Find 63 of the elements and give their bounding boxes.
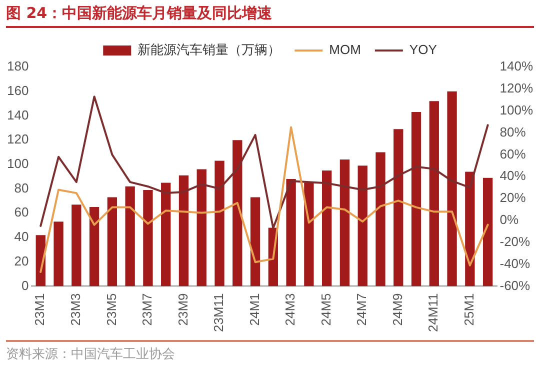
y2-tick-label: 40%: [500, 168, 526, 184]
bar: [304, 182, 314, 286]
x-tick-label: 24M11: [426, 293, 441, 332]
y-tick-label: 60: [14, 204, 29, 220]
y2-tick-label: -20%: [500, 234, 531, 249]
bar: [125, 186, 135, 286]
bar: [447, 91, 457, 286]
y2-tick-label: -40%: [500, 256, 531, 271]
y2-tick-label: -60%: [500, 278, 531, 293]
x-tick-label: 23M5: [104, 293, 119, 326]
y-tick-label: 160: [6, 82, 29, 98]
bar: [178, 175, 189, 286]
x-tick-label: 23M11: [211, 293, 226, 332]
y-tick-label: 0: [21, 278, 29, 293]
y2-tick-label: 0%: [500, 212, 519, 228]
x-tick-label: 23M9: [175, 293, 190, 326]
y2-tick-label: 120%: [500, 80, 534, 96]
y-tick-label: 140: [6, 107, 29, 122]
bar: [376, 152, 386, 286]
bar: [161, 182, 171, 286]
x-tick-label: 24M9: [390, 293, 405, 326]
y-tick-label: 100: [6, 156, 29, 172]
bar: [465, 172, 475, 286]
bar: [411, 112, 422, 286]
y2-tick-label: 60%: [500, 146, 526, 162]
x-tick-label: 25M1: [462, 293, 476, 326]
y2-tick-label: 80%: [500, 124, 526, 140]
y-tick-label: 80: [14, 180, 29, 196]
bar: [358, 166, 368, 286]
y-tick-label: 120: [6, 132, 29, 147]
bar: [482, 178, 493, 286]
bar: [72, 204, 82, 286]
x-tick-label: 23M3: [68, 293, 83, 326]
y2-tick-label: 20%: [500, 190, 526, 206]
x-tick-label: 24M3: [282, 293, 298, 326]
bar: [250, 197, 260, 286]
y-tick-label: 40: [14, 229, 29, 244]
legend-label: MOM: [329, 42, 361, 58]
text: 资料来源：中国汽车工业协会: [6, 340, 534, 363]
bar: [143, 190, 153, 286]
y-tick-label: 180: [6, 58, 29, 74]
x-tick-label: 23M1: [32, 293, 48, 326]
x-tick-label: 24M1: [246, 293, 262, 326]
y2-tick-label: 100%: [500, 102, 534, 118]
bar: [322, 170, 332, 286]
legend-label: YOY: [409, 42, 438, 58]
bar: [89, 207, 100, 286]
bar: [429, 101, 439, 286]
bar: [232, 140, 242, 286]
y-tick-label: 20: [14, 253, 29, 268]
bar: [107, 197, 118, 286]
bar: [394, 129, 404, 286]
chart-title: 图 24：中国新能源车月销量及同比增速: [6, 4, 534, 28]
x-tick-label: 24M7: [354, 293, 370, 326]
legend-label: 新能源汽车销量（万辆）: [138, 42, 281, 58]
bar: [286, 179, 296, 286]
bar: [54, 222, 64, 286]
bar: [340, 160, 350, 286]
bar: [196, 169, 206, 286]
bar: [214, 160, 224, 286]
x-tick-label: 23M7: [140, 293, 155, 326]
x-tick-label: 24M5: [318, 293, 334, 326]
y2-tick-label: 140%: [500, 58, 534, 74]
